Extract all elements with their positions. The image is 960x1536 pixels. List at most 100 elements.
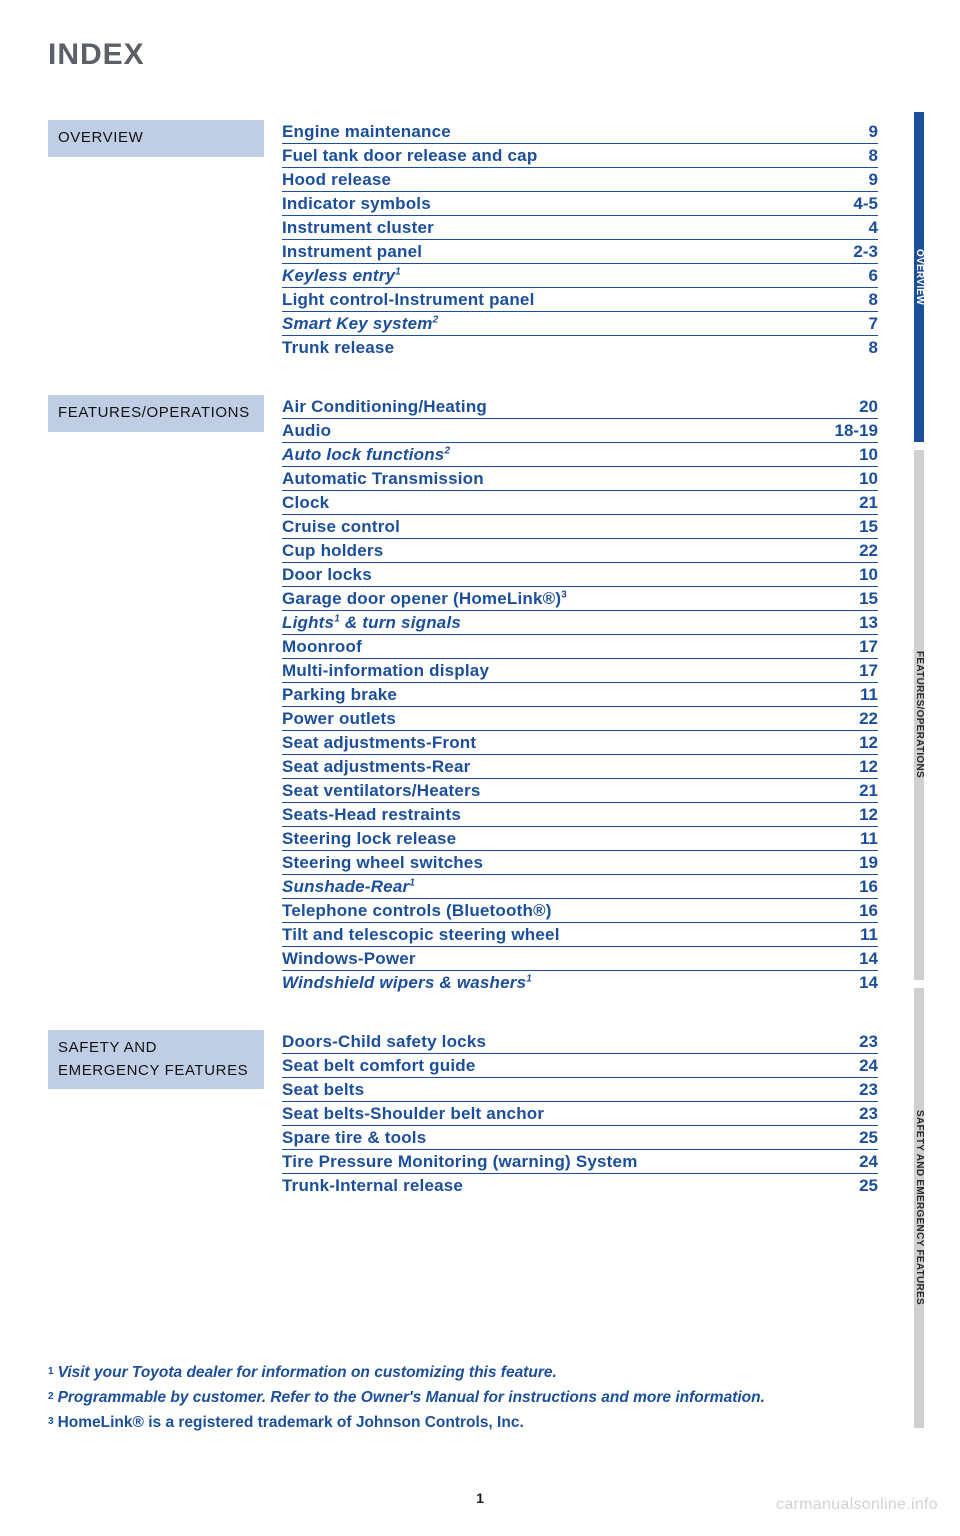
index-entry[interactable]: Steering wheel switches19 — [282, 851, 878, 875]
index-entry[interactable]: Engine maintenance9 — [282, 120, 878, 144]
index-entry[interactable]: Tilt and telescopic steering wheel11 — [282, 923, 878, 947]
entry-page: 7 — [849, 314, 878, 334]
entry-page: 18-19 — [815, 421, 878, 441]
index-entry[interactable]: Multi-information display17 — [282, 659, 878, 683]
index-entry[interactable]: Power outlets22 — [282, 707, 878, 731]
index-entry[interactable]: Lights1 & turn signals13 — [282, 611, 878, 635]
index-entry[interactable]: Moonroof 17 — [282, 635, 878, 659]
index-entry[interactable]: Seat belts-Shoulder belt anchor23 — [282, 1102, 878, 1126]
index-entry[interactable]: Spare tire & tools25 — [282, 1126, 878, 1150]
entry-label: Windshield wipers & washers1 — [282, 973, 532, 993]
entry-page: 2-3 — [833, 242, 878, 262]
index-entry[interactable]: Instrument cluster4 — [282, 216, 878, 240]
entry-label: Garage door opener (HomeLink®)3 — [282, 589, 567, 609]
footnote-text: Programmable by customer. Refer to the O… — [58, 1388, 765, 1409]
entry-label: Steering lock release — [282, 829, 456, 849]
entry-label: Seat ventilators/Heaters — [282, 781, 481, 801]
entry-page: 8 — [849, 338, 878, 358]
entry-page: 12 — [839, 757, 878, 777]
index-entry[interactable]: Seat adjustments-Rear 12 — [282, 755, 878, 779]
entry-label: Auto lock functions2 — [282, 445, 450, 465]
footnote-text: HomeLink® is a registered trademark of J… — [58, 1413, 524, 1434]
section-label: FEATURES/OPERATIONS — [48, 395, 264, 432]
entry-label: Sunshade-Rear1 — [282, 877, 415, 897]
footnote-marker: 1 — [48, 1365, 54, 1386]
entry-label: Windows-Power — [282, 949, 416, 969]
entry-list: Engine maintenance9Fuel tank door releas… — [282, 120, 878, 359]
index-entry[interactable]: Automatic Transmission10 — [282, 467, 878, 491]
index-entry[interactable]: Cup holders22 — [282, 539, 878, 563]
index-entry[interactable]: Parking brake11 — [282, 683, 878, 707]
footnote: 2Programmable by customer. Refer to the … — [48, 1388, 868, 1409]
entry-label: Lights1 & turn signals — [282, 613, 461, 633]
page: INDEX OVERVIEW Engine maintenance9Fuel ta… — [0, 0, 960, 1536]
footnote: 3HomeLink® is a registered trademark of … — [48, 1413, 868, 1434]
entry-label: Moonroof — [282, 637, 362, 657]
side-tab[interactable]: OVERVIEW — [914, 112, 924, 442]
index-entry[interactable]: Smart Key system2 7 — [282, 312, 878, 336]
index-entry[interactable]: Windows-Power 14 — [282, 947, 878, 971]
index-entry[interactable]: Auto lock functions2 10 — [282, 443, 878, 467]
index-entry[interactable]: Tire Pressure Monitoring (warning) Syste… — [282, 1150, 878, 1174]
entry-page: 25 — [839, 1176, 878, 1196]
index-entry[interactable]: Fuel tank door release and cap8 — [282, 144, 878, 168]
index-entry[interactable]: Sunshade-Rear1 16 — [282, 875, 878, 899]
entry-label: Multi-information display — [282, 661, 489, 681]
footnote-marker: 2 — [48, 1390, 54, 1411]
index-entry[interactable]: Windshield wipers & washers1 14 — [282, 971, 878, 994]
index-content: OVERVIEW Engine maintenance9Fuel tank doo… — [48, 120, 878, 1233]
index-entry[interactable]: Doors-Child safety locks23 — [282, 1030, 878, 1054]
index-entry[interactable]: Seat belts23 — [282, 1078, 878, 1102]
entry-label: Automatic Transmission — [282, 469, 484, 489]
index-entry[interactable]: Seat adjustments-Front12 — [282, 731, 878, 755]
index-entry[interactable]: Seats-Head restraints12 — [282, 803, 878, 827]
index-entry[interactable]: Air Conditioning/Heating20 — [282, 395, 878, 419]
index-entry[interactable]: Trunk-Internal release 25 — [282, 1174, 878, 1197]
index-entry[interactable]: Seat ventilators/Heaters21 — [282, 779, 878, 803]
entry-page: 14 — [839, 973, 878, 993]
side-tab[interactable]: FEATURES/OPERATIONS — [914, 450, 924, 980]
entry-label: Smart Key system2 — [282, 314, 438, 334]
entry-page: 17 — [839, 637, 878, 657]
index-entry[interactable]: Clock21 — [282, 491, 878, 515]
index-entry[interactable]: Keyless entry16 — [282, 264, 878, 288]
entry-label: Door locks — [282, 565, 372, 585]
entry-label: Seat belt comfort guide — [282, 1056, 476, 1076]
entry-page: 22 — [839, 541, 878, 561]
index-entry[interactable]: Indicator symbols4-5 — [282, 192, 878, 216]
index-entry[interactable]: Cruise control15 — [282, 515, 878, 539]
entry-label: Trunk release — [282, 338, 394, 358]
index-entry[interactable]: Hood release9 — [282, 168, 878, 192]
entry-label: Engine maintenance — [282, 122, 451, 142]
entry-page: 23 — [839, 1032, 878, 1052]
entry-page: 10 — [839, 445, 878, 465]
entry-page: 6 — [849, 266, 878, 286]
index-entry[interactable]: Door locks10 — [282, 563, 878, 587]
footnote-text: Visit your Toyota dealer for information… — [58, 1363, 557, 1384]
entry-page: 22 — [839, 709, 878, 729]
index-entry[interactable]: Seat belt comfort guide24 — [282, 1054, 878, 1078]
entry-label: Instrument cluster — [282, 218, 434, 238]
entry-page: 14 — [839, 949, 878, 969]
entry-list: Air Conditioning/Heating20Audio18-19Auto… — [282, 395, 878, 994]
page-title: INDEX — [48, 38, 145, 72]
entry-label: Light control-Instrument panel — [282, 290, 535, 310]
index-section: OVERVIEW Engine maintenance9Fuel tank doo… — [48, 120, 878, 359]
entry-label: Tire Pressure Monitoring (warning) Syste… — [282, 1152, 638, 1172]
index-entry[interactable]: Light control-Instrument panel8 — [282, 288, 878, 312]
section-label: SAFETY AND EMERGENCY FEATURES — [48, 1030, 264, 1089]
index-entry[interactable]: Audio18-19 — [282, 419, 878, 443]
index-entry[interactable]: Telephone controls (Bluetooth®)16 — [282, 899, 878, 923]
entry-label: Seat adjustments-Rear — [282, 757, 470, 777]
entry-page: 16 — [839, 877, 878, 897]
index-entry[interactable]: Instrument panel2-3 — [282, 240, 878, 264]
entry-page: 11 — [840, 829, 878, 849]
index-entry[interactable]: Garage door opener (HomeLink®)315 — [282, 587, 878, 611]
side-tab[interactable]: SAFETY AND EMERGENCY FEATURES — [914, 988, 924, 1428]
section-label: OVERVIEW — [48, 120, 264, 157]
index-entry[interactable]: Steering lock release 11 — [282, 827, 878, 851]
index-entry[interactable]: Trunk release 8 — [282, 336, 878, 359]
entry-page: 25 — [839, 1128, 878, 1148]
entry-page: 4-5 — [833, 194, 878, 214]
entry-label: Trunk-Internal release — [282, 1176, 463, 1196]
